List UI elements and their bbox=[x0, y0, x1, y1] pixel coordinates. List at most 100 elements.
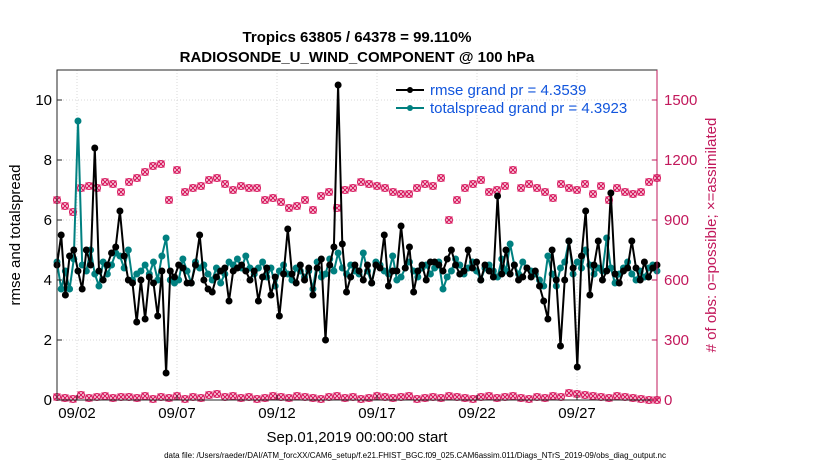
obs_assimilated-point-55 bbox=[492, 393, 502, 403]
obs_possible-cross-68 bbox=[597, 182, 605, 190]
rmse-point-12 bbox=[103, 261, 111, 269]
obs_assimilated-point-29 bbox=[284, 393, 294, 403]
obs_assimilated-point-18 bbox=[196, 393, 206, 403]
obs_assimilated-cross-73 bbox=[637, 395, 645, 403]
obs_possible-point-38 bbox=[356, 177, 366, 187]
obs_possible-point-18 bbox=[196, 181, 206, 191]
obs_possible-cross-29 bbox=[285, 204, 293, 212]
obs_possible-point-74 bbox=[644, 177, 654, 187]
totalspread-point-23 bbox=[150, 258, 158, 266]
legend-label-rmse: rmse grand pr = 4.3539 bbox=[430, 82, 586, 99]
y-axis-left: 0 2 4 6 8 10 bbox=[35, 92, 62, 409]
chart-title-line-1: Tropics 63805 / 64378 = 99.110% bbox=[243, 29, 472, 46]
obs_assimilated-point-66 bbox=[580, 390, 590, 400]
rmse-point-113 bbox=[527, 273, 535, 281]
rmse-point-137 bbox=[628, 237, 636, 245]
rmse-point-94 bbox=[447, 246, 455, 254]
obs_possible-point-54 bbox=[484, 187, 494, 197]
rmse-point-55 bbox=[284, 225, 292, 233]
obs_assimilated-point-49 bbox=[444, 391, 454, 401]
obs_assimilated-point-7 bbox=[108, 393, 118, 403]
rmse-point-85 bbox=[410, 288, 418, 296]
obs_assimilated-cross-62 bbox=[549, 392, 557, 400]
obs_assimilated-cross-70 bbox=[613, 392, 621, 400]
rmse-point-99 bbox=[468, 264, 476, 272]
rmse-point-105 bbox=[494, 192, 502, 200]
totalspread-point-20 bbox=[137, 267, 145, 275]
obs_assimilated-cross-49 bbox=[445, 392, 453, 400]
rmse-point-2 bbox=[61, 291, 69, 299]
obs_assimilated-cross-65 bbox=[573, 390, 581, 398]
obs_possible-cross-54 bbox=[485, 188, 493, 196]
rmse-point-68 bbox=[338, 240, 346, 248]
obs_assimilated-point-59 bbox=[524, 394, 534, 404]
obs_possible-cross-50 bbox=[453, 196, 461, 204]
rmse-point-109 bbox=[510, 261, 518, 269]
obs_possible-cross-49 bbox=[445, 216, 453, 224]
totalspread-point-5 bbox=[74, 117, 82, 125]
rmse-point-11 bbox=[99, 276, 107, 284]
rmse-point-122 bbox=[565, 237, 573, 245]
rmse-point-9 bbox=[91, 144, 99, 152]
obs_assimilated-cross-53 bbox=[477, 393, 485, 401]
totalspread-point-94 bbox=[447, 267, 455, 275]
rmse-point-28 bbox=[170, 273, 178, 281]
obs_assimilated-point-32 bbox=[308, 393, 318, 403]
obs_assimilated-point-52 bbox=[468, 394, 478, 404]
obs_possible-cross-3 bbox=[77, 184, 85, 192]
rmse-point-46 bbox=[246, 276, 254, 284]
obs_possible-point-16 bbox=[180, 187, 190, 197]
obs_possible-point-6 bbox=[100, 177, 110, 187]
y-right-tick-label-1: 300 bbox=[664, 332, 689, 349]
rmse-point-30 bbox=[179, 264, 187, 272]
rmse-point-98 bbox=[464, 246, 472, 254]
rmse-point-71 bbox=[351, 261, 359, 269]
y-right-tick-label-3: 900 bbox=[664, 212, 689, 229]
totalspread-point-21 bbox=[141, 261, 149, 269]
totalspread-point-117 bbox=[544, 252, 552, 260]
obs_possible-cross-28 bbox=[277, 198, 285, 206]
obs_possible-point-10 bbox=[132, 173, 142, 183]
chart-title-line-2: RADIOSONDE_U_WIND_COMPONENT @ 100 hPa bbox=[180, 49, 535, 66]
obs_assimilated-cross-64 bbox=[565, 389, 573, 397]
obs_possible-cross-46 bbox=[421, 180, 429, 188]
rmse-point-18 bbox=[129, 279, 137, 287]
rmse-point-58 bbox=[296, 261, 304, 269]
y-axis-right: 0 300 600 900 1200 1500 bbox=[652, 70, 697, 409]
obs_assimilated-point-39 bbox=[364, 393, 374, 403]
obs_possible-cross-44 bbox=[405, 190, 413, 198]
obs_possible-cross-37 bbox=[349, 184, 357, 192]
totalspread-point-10 bbox=[95, 282, 103, 290]
rmse-point-38 bbox=[212, 273, 220, 281]
rmse-point-56 bbox=[288, 270, 296, 278]
rmse-point-102 bbox=[481, 261, 489, 269]
obs_assimilated-point-22 bbox=[228, 391, 238, 401]
obs_possible-cross-43 bbox=[397, 190, 405, 198]
obs_possible-point-21 bbox=[220, 179, 230, 189]
rmse-point-138 bbox=[632, 264, 640, 272]
obs_possible-cross-15 bbox=[173, 166, 181, 174]
rmse-point-27 bbox=[166, 267, 174, 275]
rmse-point-70 bbox=[347, 273, 355, 281]
obs_assimilated-point-19 bbox=[204, 390, 214, 400]
obs_assimilated-cross-25 bbox=[253, 395, 261, 403]
obs_assimilated-cross-34 bbox=[325, 393, 333, 401]
obs_possible-point-37 bbox=[348, 183, 358, 193]
totalspread-point-67 bbox=[334, 249, 342, 257]
obs_assimilated-point-16 bbox=[180, 394, 190, 404]
rmse-point-104 bbox=[489, 273, 497, 281]
obs_possible-cross-14 bbox=[165, 196, 173, 204]
totalspread-point-17 bbox=[124, 246, 132, 254]
totalspread-point-73 bbox=[359, 249, 367, 257]
totalspread-point-43 bbox=[233, 255, 241, 263]
rmse-point-130 bbox=[598, 276, 606, 284]
chart-title: Tropics 63805 / 64378 = 99.110% RADIOSON… bbox=[180, 29, 535, 66]
rmse-point-50 bbox=[263, 264, 271, 272]
obs_possible-cross-74 bbox=[645, 178, 653, 186]
y-axis-right-label: # of obs: o=possible; ×=assimilated bbox=[703, 118, 720, 353]
obs_possible-cross-33 bbox=[317, 192, 325, 200]
obs_assimilated-cross-30 bbox=[293, 392, 301, 400]
totalspread-point-1 bbox=[57, 285, 65, 293]
obs_possible-cross-6 bbox=[101, 178, 109, 186]
totalspread-point-30 bbox=[179, 255, 187, 263]
